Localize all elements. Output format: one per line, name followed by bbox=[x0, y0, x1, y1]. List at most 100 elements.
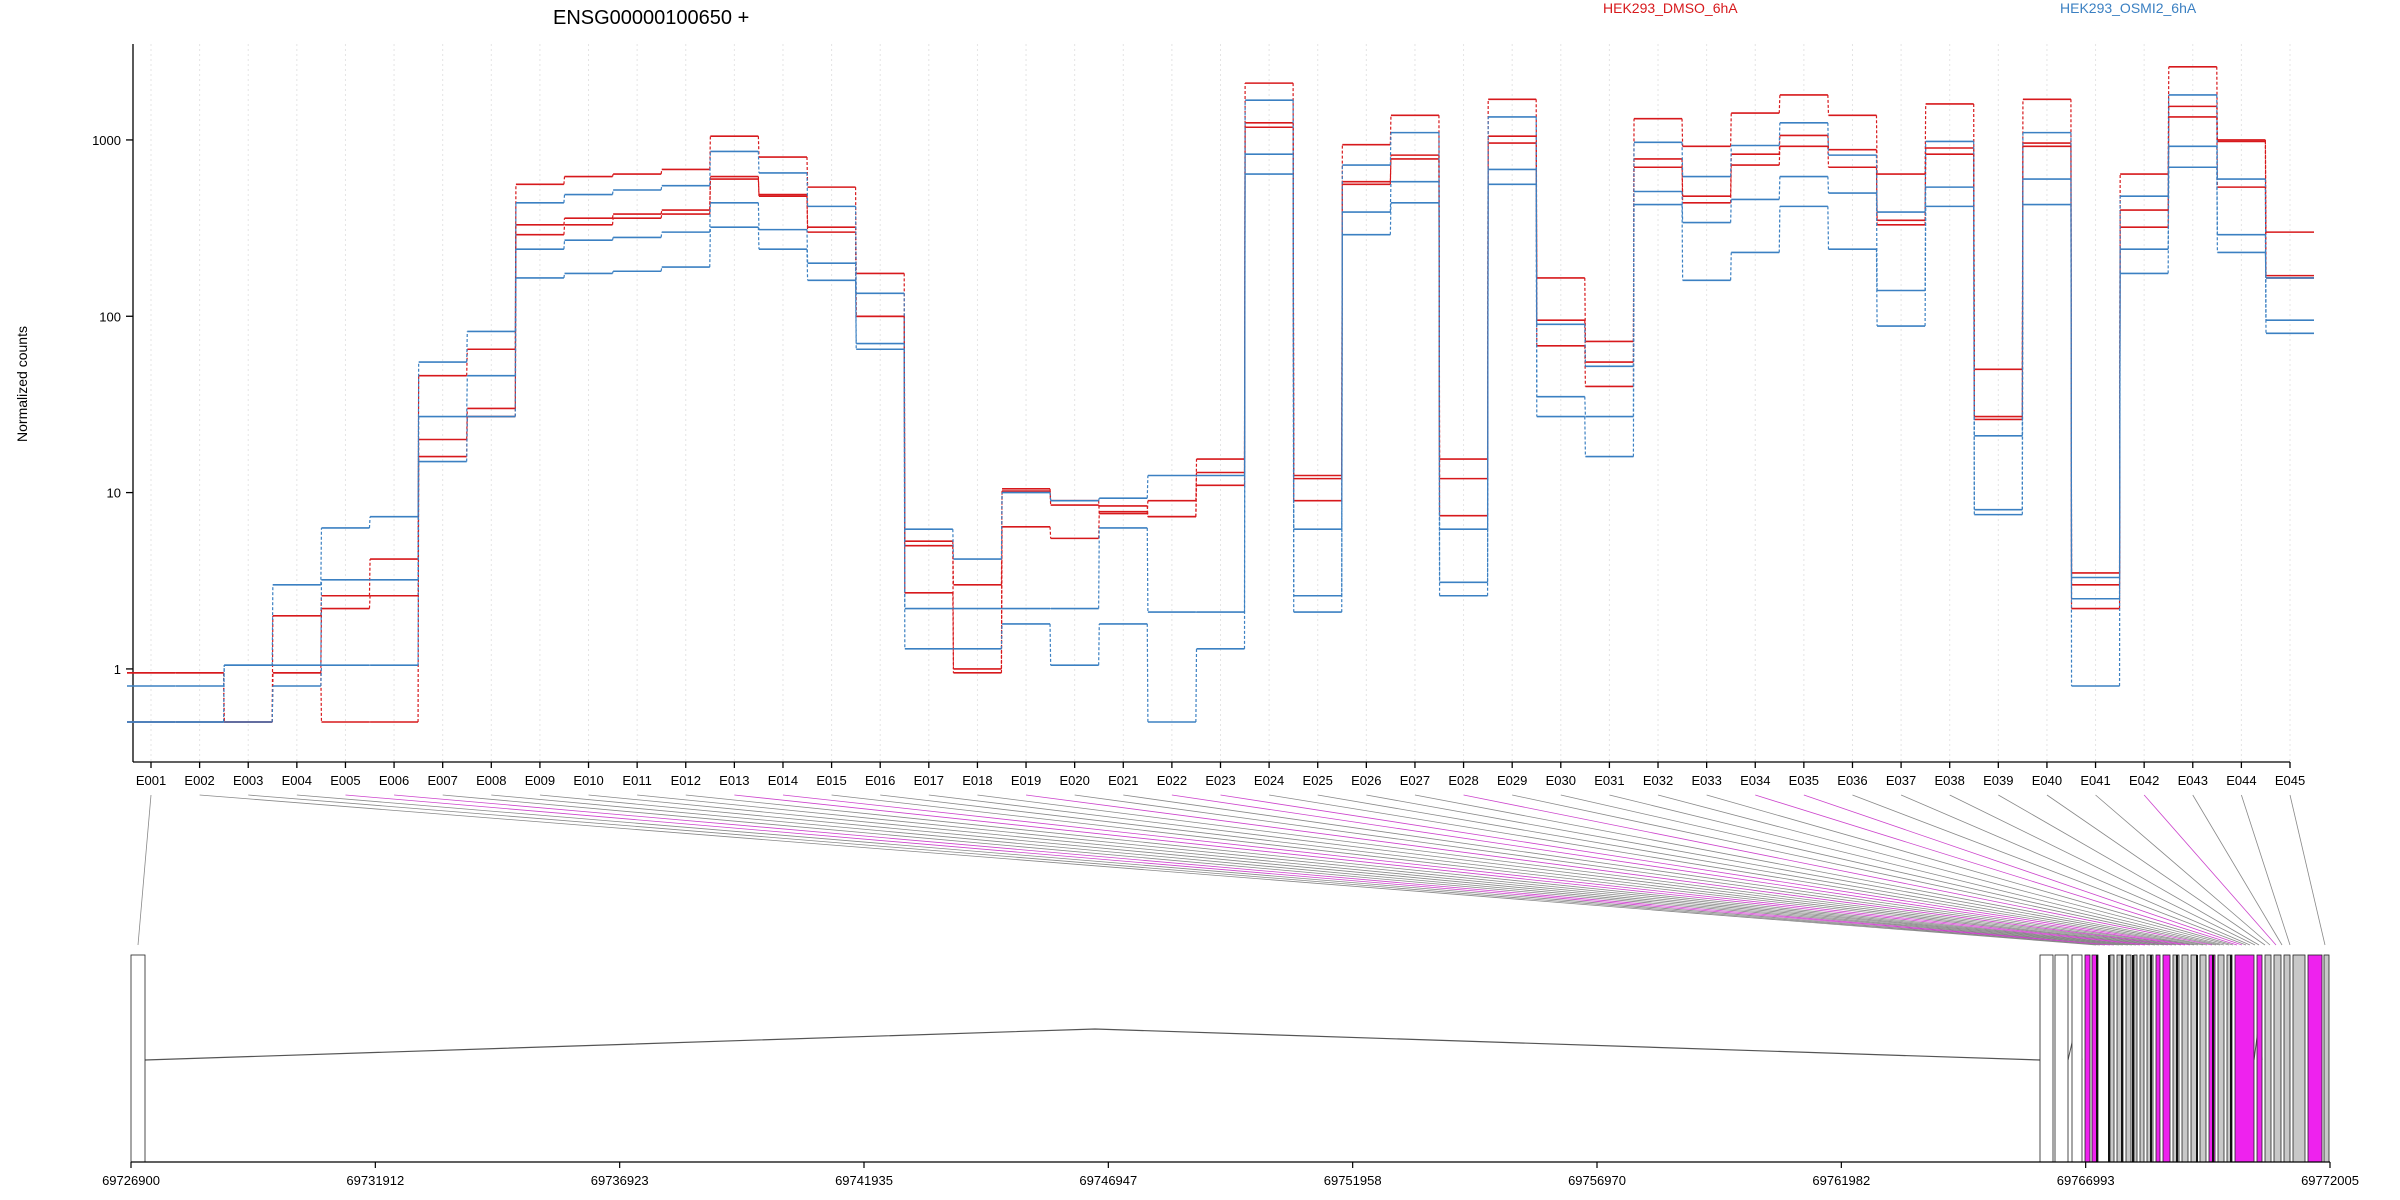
series-connector bbox=[563, 176, 566, 185]
x-tick-label-E028: E028 bbox=[1448, 773, 1478, 788]
connector-E018 bbox=[977, 794, 2169, 946]
series-connector bbox=[1195, 485, 1198, 517]
connector-E022 bbox=[1171, 794, 2186, 946]
series-connector bbox=[1146, 500, 1149, 514]
x-tick-label-E038: E038 bbox=[1935, 773, 1965, 788]
exon-band bbox=[2132, 955, 2134, 1162]
series-connector bbox=[1049, 492, 1052, 501]
series-connector bbox=[1389, 202, 1392, 235]
series-connector bbox=[1681, 118, 1684, 147]
series-connector bbox=[1146, 623, 1149, 723]
x-tick-label-E021: E021 bbox=[1108, 773, 1138, 788]
series-connector bbox=[563, 218, 566, 225]
connector-E019 bbox=[1025, 794, 2173, 946]
exon-block bbox=[2071, 954, 2083, 1163]
series-connector bbox=[1778, 146, 1781, 166]
series-connector bbox=[1486, 184, 1489, 596]
series-connector bbox=[1535, 184, 1538, 417]
x-tick-label-E009: E009 bbox=[525, 773, 555, 788]
connector-E011 bbox=[637, 794, 2137, 946]
series-connector bbox=[660, 213, 663, 219]
series-connector bbox=[1292, 174, 1295, 613]
series-connector bbox=[757, 227, 760, 250]
series-connector bbox=[514, 277, 517, 417]
series-connector bbox=[806, 249, 809, 281]
exon-block bbox=[2264, 954, 2272, 1163]
connector-E013 bbox=[734, 794, 2146, 946]
y-ticks: 1 10 100 1000 bbox=[92, 133, 133, 677]
connector-E032 bbox=[1657, 794, 2230, 946]
series-connector bbox=[757, 202, 760, 230]
series-connector bbox=[563, 194, 566, 203]
series-connector bbox=[1730, 199, 1732, 223]
exon-connector-lines bbox=[137, 794, 2326, 946]
x-tick-label-E012: E012 bbox=[671, 773, 701, 788]
series-connector bbox=[1584, 416, 1587, 457]
connector-E021 bbox=[1123, 794, 2182, 946]
series-connector bbox=[854, 263, 857, 344]
series-connector bbox=[1632, 204, 1635, 457]
series-connector bbox=[563, 273, 566, 278]
series-lines bbox=[127, 65, 2314, 723]
x-tick-label-E008: E008 bbox=[476, 773, 506, 788]
connector-E017 bbox=[928, 794, 2165, 946]
x-tick-label-E005: E005 bbox=[330, 773, 360, 788]
exon-band bbox=[2212, 955, 2214, 1162]
connector-E009 bbox=[539, 794, 2129, 946]
series-connector bbox=[1681, 204, 1684, 281]
exon-block bbox=[2199, 954, 2207, 1163]
series-connector bbox=[1146, 527, 1149, 613]
series-connector bbox=[1243, 154, 1246, 613]
x-tick-label-E010: E010 bbox=[573, 773, 603, 788]
series-connector bbox=[1000, 623, 1003, 649]
x-tick-label-E041: E041 bbox=[2080, 773, 2110, 788]
x-tick-label-E002: E002 bbox=[184, 773, 214, 788]
x-tick-label-E023: E023 bbox=[1205, 773, 1235, 788]
series-connector bbox=[757, 179, 760, 197]
gene-axis-label: 69726900 bbox=[102, 1173, 160, 1188]
exon-block bbox=[2125, 954, 2132, 1163]
connector-E016 bbox=[880, 794, 2160, 946]
series-connector bbox=[1827, 176, 1830, 194]
series-connector bbox=[1098, 527, 1100, 609]
x-tick-label-E030: E030 bbox=[1546, 773, 1576, 788]
series-connector bbox=[1973, 206, 1975, 515]
exon-band bbox=[2096, 955, 2098, 1162]
series-connector bbox=[1827, 146, 1830, 168]
exon-band bbox=[2121, 955, 2123, 1162]
series-connector bbox=[563, 224, 566, 235]
connector-E008 bbox=[491, 794, 2124, 946]
series-connector bbox=[368, 595, 371, 609]
y-tick-label: 1000 bbox=[92, 133, 121, 148]
series-connector bbox=[417, 461, 420, 666]
x-tick-label-E043: E043 bbox=[2178, 773, 2208, 788]
series-connector bbox=[2070, 204, 2073, 687]
gene-axis-label: 69766993 bbox=[2057, 1173, 2115, 1188]
connector-E040 bbox=[2046, 794, 2266, 946]
x-tick-label-E014: E014 bbox=[768, 773, 798, 788]
series-connector bbox=[2264, 234, 2267, 334]
exon-block bbox=[2273, 954, 2282, 1163]
series-connector bbox=[1827, 206, 1830, 250]
connector-E004 bbox=[296, 794, 2106, 946]
series-connector bbox=[466, 375, 468, 417]
series-connector bbox=[1146, 475, 1149, 499]
legend-entry-dmso: HEK293_DMSO_6hA bbox=[1603, 0, 1738, 16]
series-connector bbox=[2216, 167, 2218, 253]
series-connector bbox=[1098, 511, 1100, 539]
x-tick-label-E027: E027 bbox=[1400, 773, 1430, 788]
series-connector bbox=[271, 672, 274, 723]
series-connector bbox=[709, 227, 711, 268]
series-connector bbox=[320, 672, 323, 723]
exon-block bbox=[2155, 954, 2161, 1163]
connector-E038 bbox=[1949, 794, 2256, 946]
series-connector bbox=[1827, 94, 1830, 116]
series-connector bbox=[466, 349, 468, 376]
connector-E035 bbox=[1803, 794, 2243, 946]
series-connector bbox=[1827, 122, 1830, 156]
exon-block bbox=[2307, 954, 2323, 1163]
x-tick-label-E037: E037 bbox=[1886, 773, 1916, 788]
exon-block bbox=[2039, 954, 2054, 1163]
exon-band bbox=[2108, 955, 2110, 1162]
series-connector bbox=[1389, 115, 1392, 145]
